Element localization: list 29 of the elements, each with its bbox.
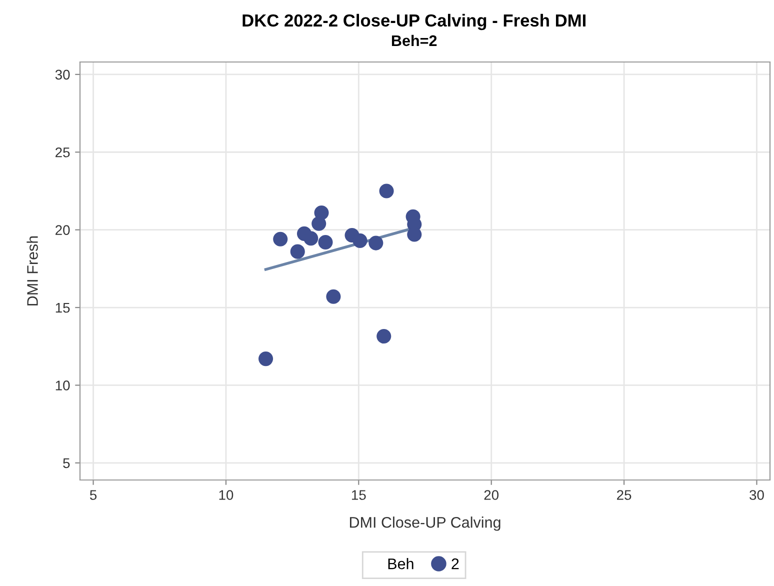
point — [258, 352, 274, 366]
point — [352, 233, 368, 248]
x-tick-label: 30 — [750, 490, 764, 500]
x-tick-label: 25 — [617, 490, 632, 500]
point — [318, 234, 333, 250]
point — [376, 328, 392, 344]
legend-label: 2 — [452, 558, 459, 570]
point — [273, 232, 288, 246]
point — [290, 244, 305, 259]
y-axis-title: DMI Fresh — [26, 236, 38, 306]
point — [304, 231, 318, 246]
x-axis-title: DMI Close-UP Calving — [350, 516, 500, 531]
x-tick-label: 20 — [484, 490, 499, 500]
y-tick-label: 5 — [63, 458, 70, 468]
y-tick-label: 20 — [56, 225, 70, 235]
point — [379, 184, 394, 198]
point — [326, 289, 341, 304]
x-tick-label: 5 — [90, 490, 97, 500]
chart-title: DKC 2022-2 Close-UP Calving - Fresh DMI — [242, 14, 586, 30]
chart-subtitle: Beh=2 — [392, 34, 437, 46]
point — [314, 205, 329, 220]
legend-title: Beh — [388, 558, 414, 570]
x-tick-label: 15 — [352, 490, 366, 500]
y-tick-label: 10 — [56, 380, 70, 390]
y-tick-label: 30 — [55, 70, 70, 80]
y-tick-label: 25 — [56, 147, 70, 158]
point — [368, 236, 384, 250]
x-tick-label: 10 — [219, 490, 234, 500]
y-tick-label: 15 — [56, 302, 70, 313]
